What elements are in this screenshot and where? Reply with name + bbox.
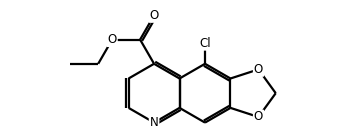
Text: O: O	[254, 111, 263, 124]
Text: Cl: Cl	[199, 37, 211, 50]
Text: O: O	[108, 33, 117, 46]
Text: O: O	[149, 9, 159, 22]
Text: O: O	[254, 63, 263, 76]
Text: N: N	[150, 116, 158, 129]
